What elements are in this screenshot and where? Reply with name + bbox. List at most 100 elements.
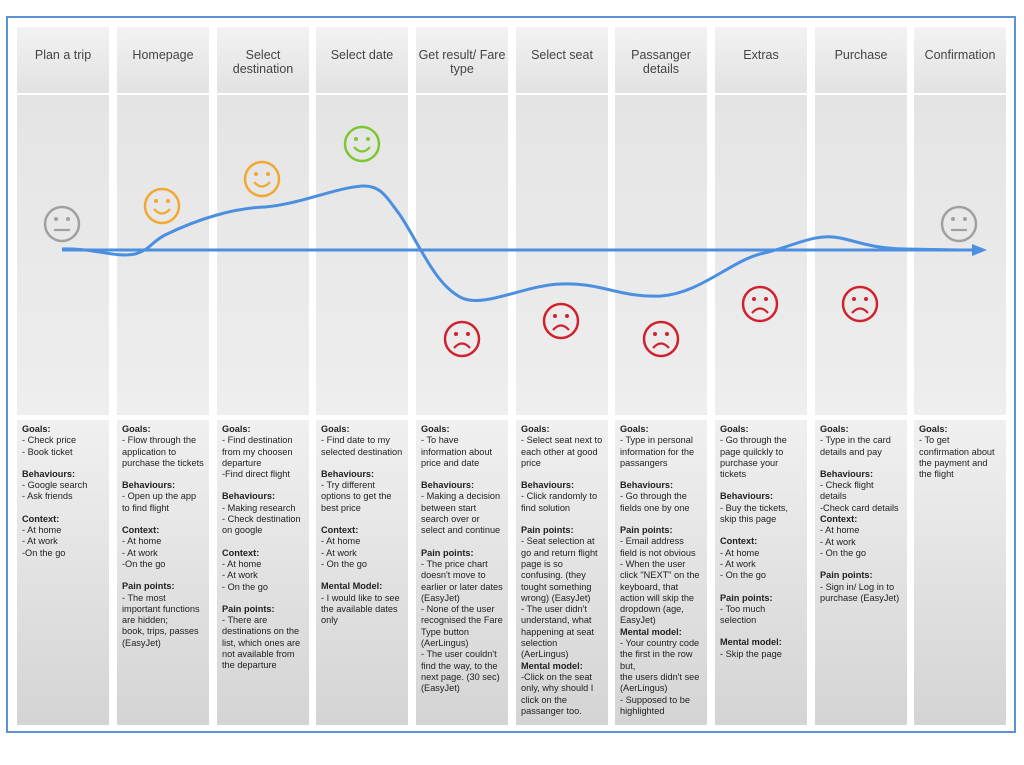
- notes-section: Context: - At home - At work - On the go: [720, 536, 802, 581]
- section-line: - Seat selection at go and return flight…: [521, 536, 601, 603]
- notes-section: Behaviours: - Google search - Ask friends: [22, 469, 104, 503]
- emotion-lane: [516, 95, 608, 415]
- face-eye: [366, 137, 370, 141]
- notes-section: Behaviours: - Try different options to ge…: [321, 469, 403, 514]
- section-line: - On the go: [720, 570, 766, 581]
- section-line: -Check card details: [820, 502, 899, 513]
- section-title: Goals:: [222, 424, 251, 434]
- section-title: Goals:: [321, 424, 350, 434]
- face-eye: [66, 217, 70, 221]
- section-line: - Book ticket: [22, 446, 73, 457]
- section-line: - Supposed to be highlighted: [620, 694, 693, 716]
- stage-header: Select seat: [516, 27, 608, 93]
- sad-face-icon: [642, 320, 680, 358]
- notes-section: Behaviours: - Buy the tickets, skip this …: [720, 491, 802, 525]
- arrowhead-icon: [972, 244, 987, 256]
- section-title: Behaviours:: [122, 480, 176, 491]
- notes-section: Goals: - Type in the card details and pay: [820, 424, 902, 458]
- emotion-curve: [61, 184, 961, 303]
- stage-notes: Goals: - Type in the card details and pay…: [815, 420, 907, 725]
- section-line: - Ask friends: [22, 491, 73, 502]
- section-line: - At home: [22, 525, 62, 536]
- notes-section: Behaviours: - Check flight details -Check …: [820, 469, 902, 514]
- section-line: - When the user click "NEXT" on the keyb…: [620, 558, 703, 626]
- notes-section: Context: - At home - At work - On the go: [321, 525, 403, 570]
- section-title: Goals:: [521, 424, 550, 434]
- section-line: - The user couldn't find the way, to the…: [421, 649, 503, 694]
- section-line: -Find direct flight: [222, 469, 290, 480]
- section-title: Behaviours:: [720, 491, 774, 502]
- notes-section: Pain points: - The price chart doesn't mo…: [421, 548, 503, 695]
- stage-header: Confirmation: [914, 27, 1006, 93]
- notes-section: Behaviours: - Making a decision between s…: [421, 480, 503, 536]
- face-eye: [154, 199, 158, 203]
- stage-notes: Goals: - Flow through the application to …: [117, 420, 209, 725]
- emotion-lane: [217, 95, 309, 415]
- notes-section: Pain points: - Email address field is not…: [620, 525, 702, 627]
- section-title: Mental model:: [620, 626, 682, 637]
- stage-header: Plan a trip: [17, 27, 109, 93]
- section-title: Goals:: [720, 424, 749, 434]
- notes-section: Goals: - To get confirmation about the pa…: [919, 424, 1001, 480]
- face-mouth: [453, 342, 471, 349]
- face-eye: [653, 332, 657, 336]
- section-line: - Your country code the first in the row…: [620, 638, 702, 671]
- section-title: Context:: [22, 513, 60, 524]
- stage-notes: Goals: - Select seat next to each other a…: [516, 420, 608, 725]
- notes-section: Pain points: - Seat selection at go and r…: [521, 525, 603, 661]
- section-title: Behaviours:: [321, 468, 375, 479]
- face-mouth: [253, 181, 271, 188]
- notes-section: Goals: - Go through the page quilckly to …: [720, 424, 802, 480]
- section-title: Pain points:: [122, 581, 175, 592]
- section-line: - Making research: [222, 502, 296, 513]
- notes-section: Mental model: -Click on the seat only, wh…: [521, 661, 603, 717]
- section-line: - Flow through the application to purcha…: [122, 435, 204, 468]
- stage-notes: Goals: - Find destination from my choosen…: [217, 420, 309, 725]
- happy-face-icon: [243, 160, 281, 198]
- notes-section: Goals: - Find destination from my choosen…: [222, 424, 304, 480]
- section-line: - Type in personal information for the p…: [620, 435, 697, 468]
- section-line: - To get confirmation about the payment …: [919, 435, 998, 480]
- section-title: Context:: [321, 525, 359, 536]
- section-line: - Check price: [22, 435, 77, 446]
- section-title: Goals:: [22, 424, 51, 434]
- face-eye: [951, 217, 955, 221]
- section-line: - Check destination on google: [222, 514, 304, 536]
- stage-header: Passanger details: [615, 27, 707, 93]
- section-line: - Go through the page quilckly to purcha…: [720, 435, 790, 480]
- section-line: the users didn't see (AerLingus): [620, 671, 702, 694]
- stage-notes: Goals: - To have information about price …: [416, 420, 508, 725]
- section-line: - At home: [122, 536, 162, 547]
- notes-section: Mental model: - Your country code the fir…: [620, 627, 702, 717]
- face-eye: [553, 314, 557, 318]
- face-eye: [565, 314, 569, 318]
- face-eye: [454, 332, 458, 336]
- section-line: - At home: [222, 558, 262, 569]
- notes-section: Behaviours: - Go through the fields one b…: [620, 480, 702, 514]
- notes-section: Behaviours: - Making research - Check dest…: [222, 491, 304, 536]
- section-line: - At home: [321, 536, 361, 547]
- section-line: - Check flight details: [820, 480, 877, 502]
- section-line: - Type in the card details and pay: [820, 435, 894, 457]
- stage-notes: Goals: - Check price - Book ticket Behaviou…: [17, 420, 109, 725]
- stage-notes: Goals: - Go through the page quilckly to …: [715, 420, 807, 725]
- section-line: - Try different options to get the best …: [321, 480, 395, 513]
- section-line: - None of the user recognised the Fare T…: [421, 604, 506, 649]
- notes-section: Goals: - Find date to my selected destina…: [321, 424, 403, 458]
- section-title: Context:: [122, 525, 160, 536]
- emotion-lane: [316, 95, 408, 415]
- section-title: Pain points:: [421, 547, 474, 558]
- section-line: - At work: [222, 570, 258, 581]
- section-title: Behaviours:: [820, 468, 874, 479]
- section-line: - Google search: [22, 480, 88, 491]
- notes-section: Context: - At home - At work -On the go: [22, 514, 104, 559]
- section-title: Behaviours:: [421, 480, 475, 491]
- stage-notes: Goals: - Find date to my selected destina…: [316, 420, 408, 725]
- happy-face-icon: [143, 187, 181, 225]
- section-title: Pain points:: [222, 603, 275, 614]
- section-line: - The most important functions are hidde…: [122, 592, 203, 626]
- section-line: - Select seat next to each other at good…: [521, 435, 605, 468]
- face-mouth: [353, 146, 371, 153]
- journey-map-frame: [6, 16, 1016, 733]
